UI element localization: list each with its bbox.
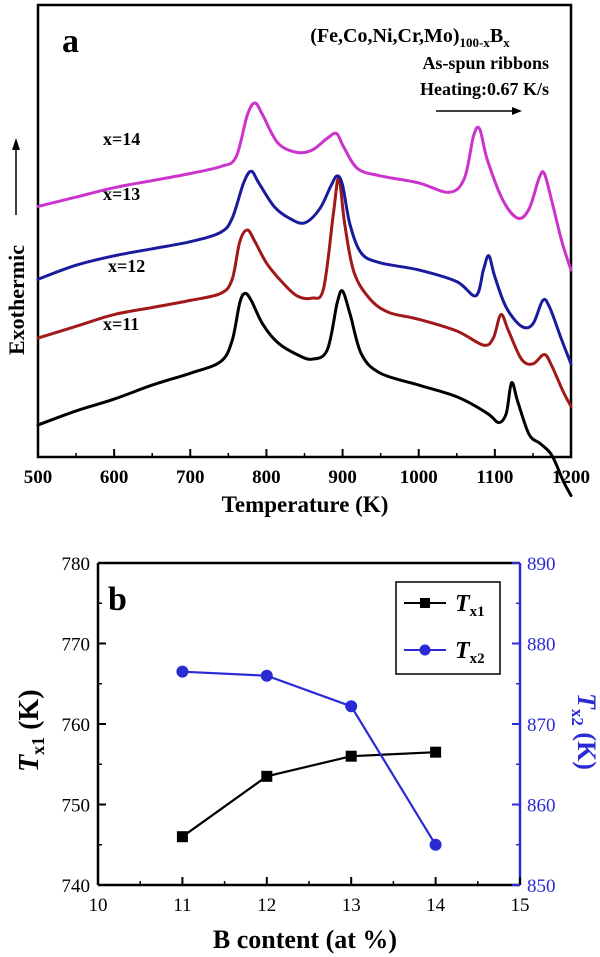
- panel-b-right-ticks: [512, 562, 520, 886]
- composition-mid: B: [490, 25, 503, 47]
- legend-tx1-label: Tx1: [455, 591, 485, 620]
- composition-sub1: 100-x: [460, 35, 491, 50]
- panel-b-series-line-tx2: [182, 670, 437, 846]
- panel-b-right-tick-label: 870: [527, 715, 556, 736]
- panel-a-x-tick-label: 1200: [552, 467, 590, 488]
- legend-box: [395, 581, 501, 675]
- panel-a-curve-label: x=12: [108, 256, 145, 276]
- panel-b-right-tick-label: 850: [527, 876, 556, 897]
- panel-a-curves: [36, 101, 573, 497]
- legend-tx2-label: Tx2: [455, 638, 485, 667]
- panel-a-x-ticks: [37, 449, 572, 457]
- panel-a-composition-label: (Fe,Co,Ni,Cr,Mo)100-xBx: [310, 25, 510, 50]
- panel-b-point-tx2: [429, 838, 442, 851]
- panel-a-x-tick-label: 500: [24, 467, 53, 488]
- panel-b-point-tx2: [260, 669, 273, 682]
- panel-b-left-tick-labels: 740 750 760 770 780: [62, 554, 91, 897]
- panel-b-point-tx1: [345, 750, 357, 762]
- panel-b-point-tx2: [345, 700, 358, 713]
- panel-b-transition-temperature-chart: b 10 11 12 13 14 15 740 750 760 770 780 850 860 870…: [14, 554, 600, 954]
- panel-b-xlabel: B content (at %): [213, 925, 397, 954]
- panel-b-x-tick-label: 14: [426, 895, 446, 916]
- panel-a-curve-labels: x=11 x=12 x=13 x=14: [103, 129, 145, 334]
- panel-a-ribbons-label: As-spun ribbons: [422, 53, 549, 73]
- composition-sub2: x: [503, 35, 510, 50]
- panel-a-curve-x14: [36, 101, 573, 272]
- panel-b-x-tick-label: 10: [89, 895, 108, 916]
- panel-b-point-tx1: [430, 746, 442, 758]
- legend-tx2-marker: [419, 644, 431, 656]
- panel-a-x-tick-label: 800: [252, 467, 281, 488]
- exothermic-arrow: [12, 138, 20, 215]
- panel-a-x-tick-label: 600: [100, 467, 129, 488]
- panel-b-right-axis-label: Tx2 (K): [568, 693, 600, 770]
- panel-b-series-line-tx1: [181, 751, 436, 838]
- panel-b-left-tick-label: 770: [62, 635, 91, 656]
- panel-b-legend: Tx1 Tx2: [395, 581, 501, 675]
- panel-a-x-tick-label: 1000: [400, 467, 438, 488]
- panel-b-x-ticks: [97, 877, 521, 885]
- panel-a-heating-label: Heating:0.67 K/s: [420, 79, 549, 99]
- panel-b-right-tick-label: 860: [527, 796, 556, 817]
- panel-b-right-tick-label: 890: [527, 554, 556, 575]
- panel-b-label: b: [108, 581, 127, 618]
- panel-b-point-tx1: [176, 831, 188, 843]
- panel-b-left-tick-label: 740: [62, 876, 91, 897]
- panel-b-left-ticks: [98, 562, 106, 886]
- panel-a-x-tick-labels: 500 600 700 800 900 1000 1100 1200: [24, 467, 590, 488]
- panel-b-left-axis-label: Tx1 (K): [14, 689, 48, 772]
- panel-b-x-tick-label: 13: [342, 895, 361, 916]
- panel-a-curve-label: x=11: [103, 314, 139, 334]
- composition-prefix: (Fe,Co,Ni,Cr,Mo): [310, 25, 459, 47]
- panel-a-curve-x11: [36, 289, 573, 497]
- panel-b-x-tick-label: 15: [511, 895, 530, 916]
- legend-tx1-marker: [420, 598, 430, 608]
- panel-b-left-tick-label: 760: [62, 715, 91, 736]
- panel-a-curve-x12: [36, 176, 573, 408]
- panel-b-right-tick-labels: 850 860 870 880 890: [527, 554, 556, 897]
- heating-direction-arrow: [436, 107, 522, 115]
- panel-b-right-tick-label: 880: [527, 635, 556, 656]
- panel-b-x-tick-labels: 10 11 12 13 14 15: [89, 895, 530, 916]
- panel-a-xlabel: Temperature (K): [222, 492, 389, 517]
- panel-a-curve-x13: [36, 169, 573, 366]
- panel-a-ylabel: Exothermic: [4, 245, 29, 355]
- panel-b-point-tx1: [261, 770, 273, 782]
- panel-a-x-tick-label: 1100: [476, 467, 513, 488]
- panel-a-label: a: [62, 23, 79, 60]
- panel-b-left-tick-label: 750: [62, 796, 91, 817]
- panel-b-x-tick-label: 11: [173, 895, 191, 916]
- panel-a-curve-label: x=14: [103, 129, 140, 149]
- panel-a-dsc-chart: a (Fe,Co,Ni,Cr,Mo)100-xBx As-spun ribbon…: [4, 3, 590, 517]
- panel-a-x-tick-label: 700: [176, 467, 205, 488]
- panel-b-x-tick-label: 12: [257, 895, 276, 916]
- panel-a-x-tick-label: 900: [328, 467, 357, 488]
- panel-b-point-tx2: [176, 665, 189, 678]
- panel-b-series: [176, 665, 442, 851]
- panel-b-left-tick-label: 780: [62, 554, 91, 575]
- panel-a-curve-label: x=13: [103, 184, 140, 204]
